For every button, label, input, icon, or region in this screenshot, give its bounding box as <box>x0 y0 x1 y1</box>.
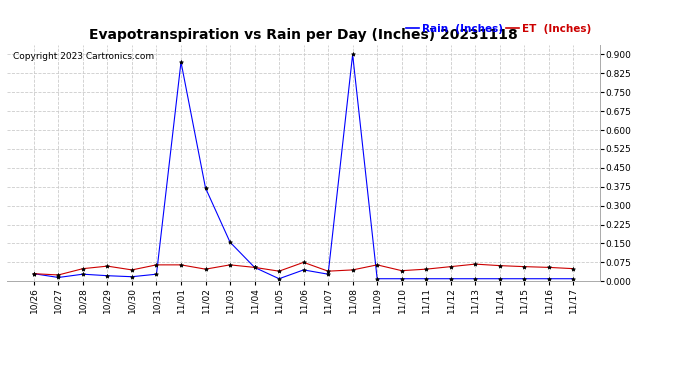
Legend: Rain  (Inches), ET  (Inches): Rain (Inches), ET (Inches) <box>402 20 595 38</box>
Text: Copyright 2023 Cartronics.com: Copyright 2023 Cartronics.com <box>13 52 154 61</box>
Title: Evapotranspiration vs Rain per Day (Inches) 20231118: Evapotranspiration vs Rain per Day (Inch… <box>89 28 518 42</box>
